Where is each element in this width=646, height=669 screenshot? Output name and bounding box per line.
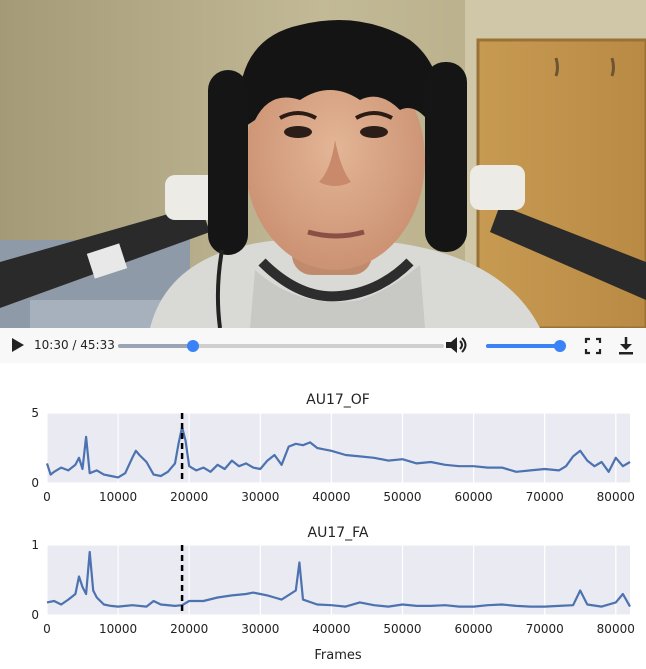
x-tick-label: 30000 — [241, 490, 279, 504]
au-charts: AU17_OF 0 10000 20000 30000 40000 50000 60000 7… — [31, 392, 635, 663]
charts-area: AU17_OF 0 10000 20000 30000 40000 50000 60000 7… — [0, 363, 646, 665]
video-picture — [0, 0, 646, 330]
x-tick-label: 40000 — [312, 622, 350, 636]
x-tick-label: 0 — [43, 622, 51, 636]
play-icon[interactable] — [10, 336, 26, 354]
x-tick-label: 20000 — [170, 490, 208, 504]
seek-track — [118, 344, 444, 348]
y-tick-label: 1 — [31, 538, 39, 552]
chart-title: AU17_OF — [306, 392, 370, 408]
volume-level — [486, 344, 560, 348]
plot-background — [47, 545, 630, 615]
video-frame[interactable] — [0, 0, 646, 330]
x-tick-label: 10000 — [99, 490, 137, 504]
seek-slider[interactable] — [118, 336, 444, 356]
x-tick-label: 60000 — [454, 622, 492, 636]
time-display: 10:30 / 45:33 — [34, 338, 115, 352]
x-axis-label: Frames — [314, 648, 362, 663]
x-tick-label: 50000 — [383, 622, 421, 636]
y-tick-label: 5 — [31, 406, 39, 420]
y-tick-label: 0 — [31, 608, 39, 622]
volume-handle[interactable] — [554, 340, 566, 352]
x-tick-label: 40000 — [312, 490, 350, 504]
x-tick-label: 80000 — [597, 622, 635, 636]
x-tick-label: 70000 — [526, 490, 564, 504]
volume-icon[interactable] — [444, 334, 468, 356]
x-tick-label: 60000 — [454, 490, 492, 504]
media-controls: 10:30 / 45:33 — [0, 328, 646, 363]
chart-title: AU17_FA — [308, 525, 369, 541]
x-tick-label: 0 — [43, 490, 51, 504]
fullscreen-icon[interactable] — [584, 337, 602, 355]
series-line — [45, 425, 631, 479]
volume-slider[interactable] — [486, 336, 568, 356]
download-icon[interactable] — [616, 335, 636, 357]
seek-progress — [118, 344, 193, 348]
x-tick-label: 80000 — [597, 490, 635, 504]
seek-handle[interactable] — [186, 340, 199, 352]
x-tick-label: 70000 — [526, 622, 564, 636]
chart-au17-of: 0 10000 20000 30000 40000 50000 60000 70000 8000… — [31, 406, 635, 504]
x-tick-label: 50000 — [383, 490, 421, 504]
y-tick-label: 0 — [31, 476, 39, 490]
x-tick-label: 20000 — [170, 622, 208, 636]
plot-background — [47, 413, 630, 483]
chart-au17-fa: 0 10000 20000 30000 40000 50000 60000 70000 8000… — [31, 538, 635, 636]
x-tick-label: 10000 — [99, 622, 137, 636]
series-line — [46, 550, 631, 608]
x-tick-label: 30000 — [241, 622, 279, 636]
